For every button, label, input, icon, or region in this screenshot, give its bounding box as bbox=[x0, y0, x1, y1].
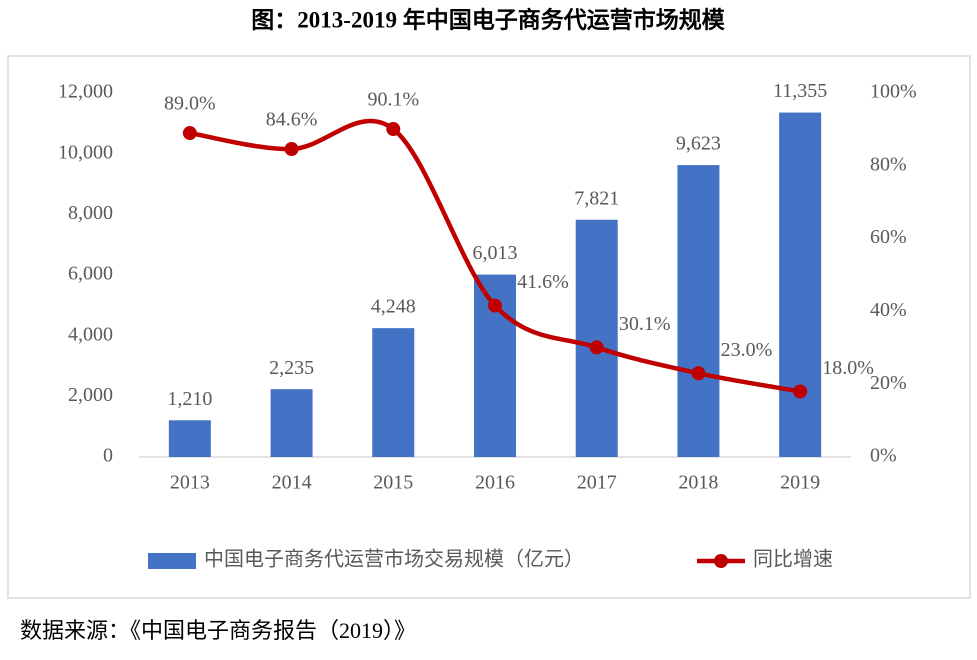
y-tick-label: 0 bbox=[103, 445, 113, 467]
line-marker bbox=[691, 366, 706, 381]
bar bbox=[168, 420, 211, 457]
line-value-label: 30.1% bbox=[619, 313, 671, 335]
line-marker bbox=[793, 384, 808, 399]
y2-tick-label: 80% bbox=[870, 153, 907, 175]
y-tick-label: 8,000 bbox=[68, 202, 113, 224]
bar-value-label: 1,210 bbox=[167, 388, 212, 410]
y-tick-label: 6,000 bbox=[68, 263, 113, 285]
bar-value-label: 7,821 bbox=[574, 187, 619, 209]
line-value-label: 84.6% bbox=[266, 109, 318, 131]
line-marker bbox=[488, 298, 502, 313]
y-tick-label: 2,000 bbox=[68, 384, 113, 406]
bar bbox=[575, 219, 618, 457]
line-marker bbox=[589, 340, 604, 355]
bar bbox=[270, 389, 313, 457]
line-value-label: 41.6% bbox=[517, 271, 569, 293]
bar-value-label: 11,355 bbox=[773, 80, 827, 102]
bar-value-label: 2,235 bbox=[269, 357, 314, 379]
x-tick-label: 2015 bbox=[373, 472, 413, 494]
line-marker bbox=[386, 122, 401, 137]
bar-value-label: 6,013 bbox=[473, 242, 518, 264]
y-tick-label: 12,000 bbox=[58, 81, 113, 103]
bar bbox=[677, 165, 720, 457]
x-tick-label: 2017 bbox=[577, 472, 617, 494]
legend-marker bbox=[714, 554, 728, 568]
y2-tick-label: 100% bbox=[870, 81, 917, 103]
bar bbox=[779, 112, 822, 457]
y-tick-label: 4,000 bbox=[68, 323, 113, 345]
y2-tick-label: 20% bbox=[870, 372, 907, 394]
legend-label: 中国电子商务代运营市场交易规模（亿元） bbox=[204, 548, 584, 571]
y2-tick-label: 60% bbox=[870, 226, 907, 248]
bar bbox=[372, 328, 415, 457]
line-value-label: 23.0% bbox=[721, 339, 773, 361]
line-marker bbox=[182, 126, 197, 141]
bar-value-label: 9,623 bbox=[676, 133, 721, 155]
x-tick-label: 2013 bbox=[170, 472, 210, 494]
x-tick-label: 2016 bbox=[475, 472, 515, 494]
legend-swatch bbox=[148, 553, 196, 569]
y2-tick-label: 0% bbox=[870, 445, 897, 467]
line-value-label: 18.0% bbox=[822, 357, 874, 379]
x-tick-label: 2019 bbox=[780, 472, 820, 494]
source-note: 数据来源：《中国电子商务报告（2019）》 bbox=[20, 618, 416, 643]
chart-title: 图：2013-2019 年中国电子商务代运营市场规模 bbox=[251, 6, 725, 32]
line-value-label: 89.0% bbox=[164, 93, 216, 115]
x-tick-label: 2018 bbox=[678, 472, 718, 494]
bar-value-label: 4,248 bbox=[371, 296, 416, 318]
chart-frame bbox=[7, 55, 971, 599]
line-value-label: 90.1% bbox=[367, 89, 419, 111]
y2-tick-label: 40% bbox=[870, 299, 907, 321]
line-marker bbox=[284, 142, 299, 157]
y-tick-label: 10,000 bbox=[58, 141, 113, 163]
x-tick-label: 2014 bbox=[272, 472, 312, 494]
legend-label: 同比增速 bbox=[753, 548, 833, 571]
